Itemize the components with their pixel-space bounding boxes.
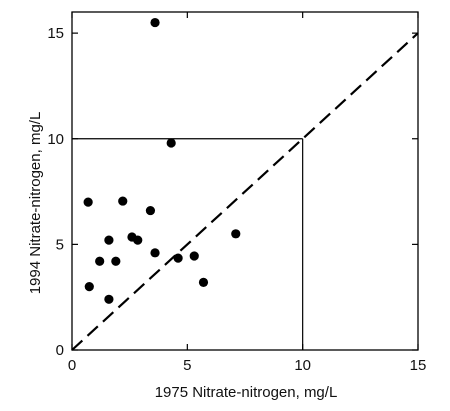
plot-frame	[71, 11, 419, 351]
data-point	[133, 235, 143, 245]
data-point	[150, 248, 160, 258]
plot-area: 0 5 10 15 0 5 10 15	[47, 11, 427, 374]
data-point	[231, 229, 241, 239]
data-point	[104, 235, 114, 245]
data-point	[145, 205, 156, 216]
y-axis-title: 1994 Nitrate-nitrogen, mg/L	[27, 112, 44, 295]
data-point	[189, 251, 199, 261]
y-tick-label: 0	[56, 342, 64, 359]
data-point	[198, 277, 209, 287]
x-tick-label: 0	[68, 357, 76, 374]
data-point	[84, 282, 94, 292]
x-tick-label: 5	[183, 357, 191, 374]
y-tick-label: 15	[47, 25, 64, 42]
y-tick-label: 10	[47, 131, 64, 148]
data-point	[95, 256, 105, 266]
data-point	[118, 196, 128, 206]
y-tick-label: 5	[56, 236, 64, 253]
data-point	[111, 256, 121, 266]
data-point	[173, 253, 183, 263]
data-point	[104, 294, 114, 304]
x-axis-title: 1975 Nitrate-nitrogen, mg/L	[155, 384, 338, 401]
data-point	[150, 17, 160, 28]
data-point	[166, 138, 176, 148]
one-to-one-line	[71, 32, 419, 351]
data-point	[83, 197, 93, 207]
x-tick-label: 10	[294, 357, 311, 374]
x-tick-label: 15	[410, 357, 427, 374]
